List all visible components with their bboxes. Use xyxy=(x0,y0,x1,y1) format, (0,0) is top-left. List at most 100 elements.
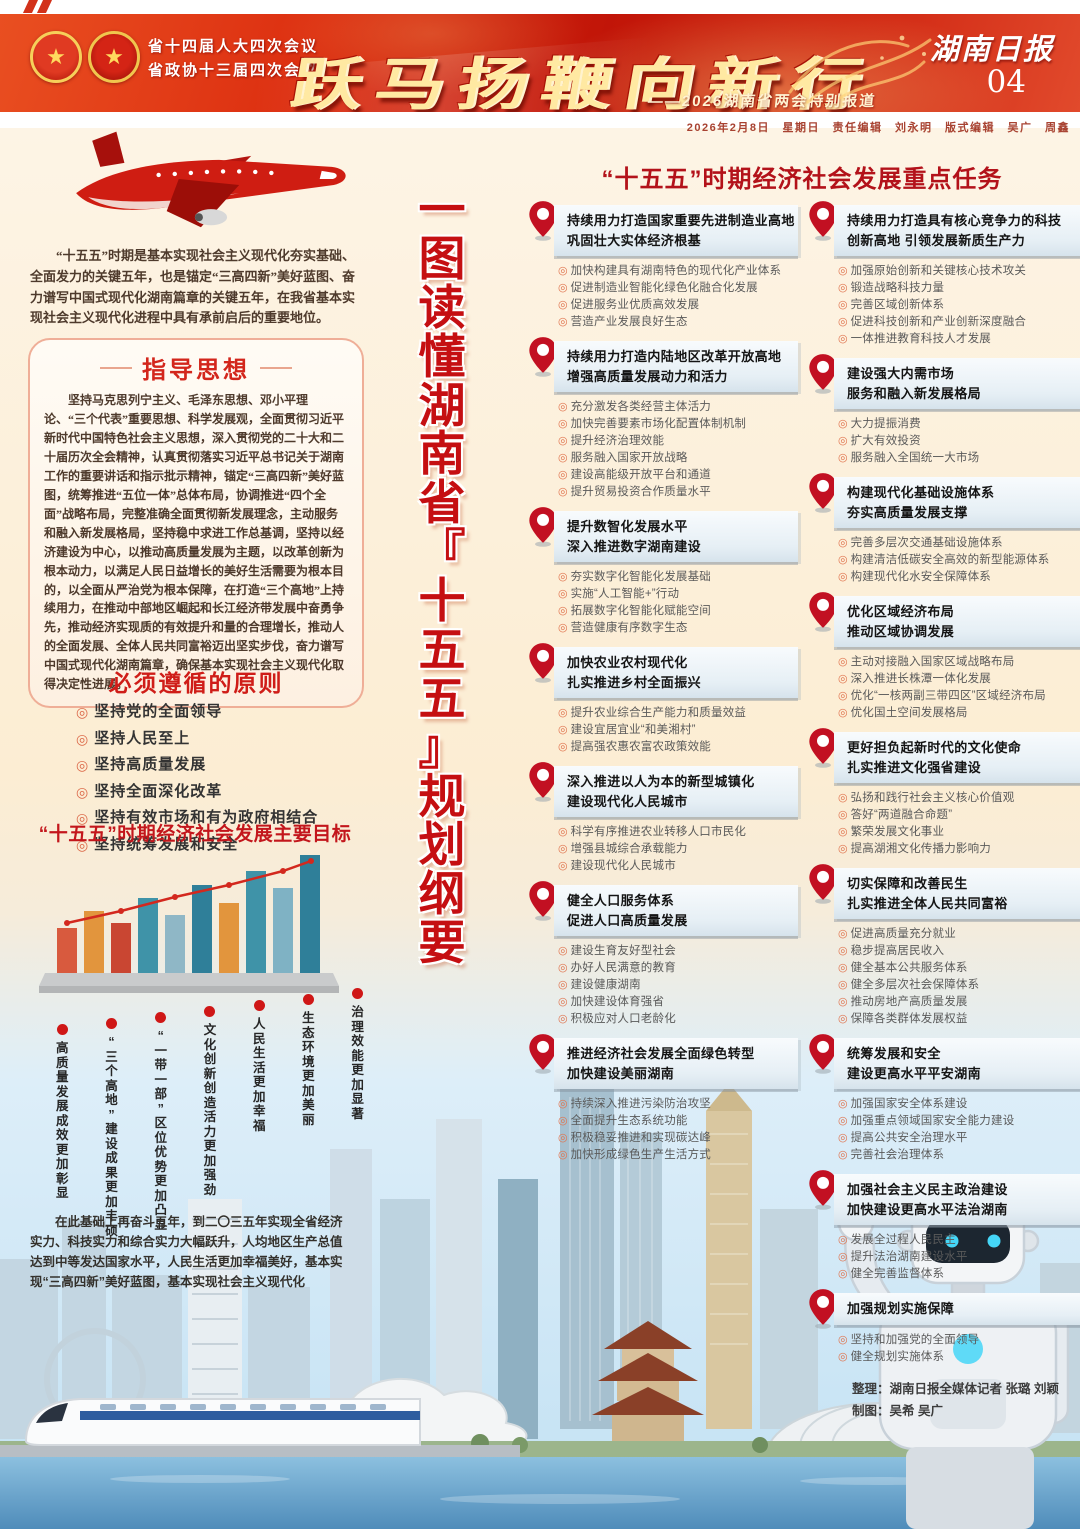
task-title-line: 加快建设美丽湖南 xyxy=(567,1065,675,1081)
cppcc-emblem-icon: ★ xyxy=(88,31,140,83)
task-card-title: 更好担负起新时代的文化使命 扎实推进文化强省建设 xyxy=(834,732,1080,783)
task-bullet: ◎ 锻造战略科技力量 xyxy=(838,280,1080,297)
ring-bullet-icon: ◎ xyxy=(838,418,848,430)
task-title-line: 持续用力打造内陆地区改革开放高地 xyxy=(567,349,782,364)
task-bullet: ◎ 构建清洁低碳安全高效的新型能源体系 xyxy=(838,552,1080,569)
task-bullet-label: 持续深入推进污染防治攻坚 xyxy=(570,1098,712,1110)
task-bullet: ◎ 保障各类群体发展权益 xyxy=(838,1011,1080,1028)
location-pin-icon xyxy=(808,727,838,768)
task-card-title: 推进经济社会发展全面绿色转型 加快建设美丽湖南 xyxy=(554,1038,798,1089)
task-bullet-label: 充分激发各类经营主体活力 xyxy=(570,401,712,413)
task-bullet-label: 夯实数字化智能化发展基础 xyxy=(570,571,712,583)
task-bullet: ◎ 服务融入全国统一大市场 xyxy=(838,450,1080,467)
task-bullet: ◎ 促进科技创新和产业创新深度融合 xyxy=(838,314,1080,331)
task-bullet: ◎ 提升经济治理效能 xyxy=(558,433,798,450)
task-bullet-label: 大力提振消费 xyxy=(850,418,921,430)
task-title-line: 促进人口高质量发展 xyxy=(567,912,688,928)
goal-item: 高质量发展成效更加彰显 xyxy=(56,1024,69,1238)
location-pin-icon xyxy=(528,200,558,241)
task-bullet-list: ◎ 加快构建具有湖南特色的现代化产业体系 ◎ 促进制造业智能化绿色化融合化发展 ◎ 促进服… xyxy=(558,263,798,331)
task-bullet: ◎ 建设高能级开放平台和通道 xyxy=(558,467,798,484)
task-bullet: ◎ 加快完善要素市场化配置体制机制 xyxy=(558,416,798,433)
guiding-thought-body: 坚持马克思列宁主义、毛泽东思想、邓小平理论、“三个代表”重要思想、科学发展观，全… xyxy=(44,393,345,692)
credits-line-1: 整理：湖南日报全媒体记者 张璐 刘颖 xyxy=(852,1381,1059,1396)
ring-bullet-icon: ◎ xyxy=(838,1115,848,1127)
task-bullet-label: 优化“一核两副三带四区”区域经济布局 xyxy=(850,690,1046,702)
task-bullet-label: 促进高质量充分就业 xyxy=(850,928,956,940)
task-bullet-label: 积极应对人口老龄化 xyxy=(570,1013,676,1025)
ring-bullet-icon: ◎ xyxy=(558,826,568,838)
task-title-line: 加强规划实施保障 xyxy=(847,1301,955,1316)
ring-bullet-icon: ◎ xyxy=(838,554,848,566)
task-card: 建设强大内需市场 服务和融入新发展格局 ◎ 大力提振消费 ◎ 扩大有效投资 ◎ 服务融入全国统… xyxy=(809,354,1080,467)
task-bullet-label: 加强原始创新和关键核心技术攻关 xyxy=(850,265,1027,277)
ring-bullet-icon: ◎ xyxy=(838,1234,848,1246)
principle-label: 坚持党的全面领导 xyxy=(94,703,223,720)
task-bullet: ◎ 健全基本公共服务体系 xyxy=(838,960,1080,977)
tasks-cards-right: 持续用力打造具有核心竞争力的科技 创新高地 引领发展新质生产力 ◎ 加强原始创新和关键… xyxy=(809,201,1080,1366)
task-bullet: ◎ 发展全过程人民民主 xyxy=(838,1232,1080,1249)
task-card-title: 持续用力打造具有核心竞争力的科技 创新高地 引领发展新质生产力 xyxy=(834,205,1080,256)
ring-bullet-icon: ◎ xyxy=(76,704,89,720)
task-bullet: ◎ 加快建设体育强省 xyxy=(558,994,798,1011)
task-card-title: 构建现代化基础设施体系 夯实高质量发展支撑 xyxy=(834,477,1080,528)
meeting-line-1: 省十四届人大四次会议 xyxy=(148,38,319,55)
task-bullet: ◎ 提高强农惠农富农政策效能 xyxy=(558,739,798,756)
task-bullet-label: 提升农业综合生产能力和质量效益 xyxy=(570,707,747,719)
ring-bullet-icon: ◎ xyxy=(838,435,848,447)
task-bullet-label: 一体推进教育科技人才发展 xyxy=(850,333,992,345)
location-pin-icon xyxy=(528,880,558,921)
national-emblem-icon: ★ xyxy=(30,31,82,83)
task-bullet-label: 深入推进长株潭一体化发展 xyxy=(850,673,992,685)
task-bullet-list: ◎ 主动对接融入国家区域战略布局 ◎ 深入推进长株潭一体化发展 ◎ 优化“一核两副三带四区… xyxy=(838,654,1080,722)
ring-bullet-icon: ◎ xyxy=(838,656,848,668)
outlook-paragraph: 在此基础上再奋斗五年，到二〇三五年实现全省经济实力、科技实力和综合实力大幅跃升，… xyxy=(30,1215,343,1289)
task-bullet-list: ◎ 持续深入推进污染防治攻坚 ◎ 全面提升生态系统功能 ◎ 积极稳妥推进和实现碳达峰 ◎ 加快… xyxy=(558,1096,798,1164)
task-bullet: ◎ 稳步提高居民收入 xyxy=(838,943,1080,960)
task-bullet: ◎ 健全完善监督体系 xyxy=(838,1266,1080,1283)
task-bullet-label: 提升法治湖南建设水平 xyxy=(850,1251,968,1263)
task-bullet-list: ◎ 加强原始创新和关键核心技术攻关 ◎ 锻造战略科技力量 ◎ 完善区域创新体系 ◎ 促进科技创… xyxy=(838,263,1080,348)
task-card-title: 建设强大内需市场 服务和融入新发展格局 xyxy=(834,358,1080,409)
task-card-title: 加快农业农村现代化 扎实推进乡村全面振兴 xyxy=(554,647,798,698)
task-title-line: 扎实推进乡村全面振兴 xyxy=(567,674,702,690)
ring-bullet-icon: ◎ xyxy=(558,843,568,855)
task-card: 切实保障和改善民生 扎实推进全体人民共同富裕 ◎ 促进高质量充分就业 ◎ 稳步提高居民收入… xyxy=(809,864,1080,1028)
principle-item: ◎ 坚持党的全面领导 xyxy=(76,699,318,726)
task-card: 深入推进以人为本的新型城镇化 建设现代化人民城市 ◎ 科学有序推进农业转移人口市民化 ◎… xyxy=(529,762,798,875)
task-bullet-label: 加强重点领域国家安全能力建设 xyxy=(850,1115,1015,1127)
task-bullet-list: ◎ 夯实数字化智能化发展基础 ◎ 实施“人工智能+”行动 ◎ 拓展数字化智能化赋能空间 ◎ 营… xyxy=(558,569,798,637)
location-pin-icon xyxy=(808,1033,838,1074)
task-bullet-label: 锻造战略科技力量 xyxy=(850,282,945,294)
location-pin-icon xyxy=(808,591,838,632)
ring-bullet-icon: ◎ xyxy=(838,452,848,464)
airplane-illustration xyxy=(76,131,346,228)
ring-bullet-icon: ◎ xyxy=(558,605,568,617)
task-bullet-list: ◎ 弘扬和践行社会主义核心价值观 ◎ 答好“两道融合命题” ◎ 繁荣发展文化事业 ◎ 提高湖湘… xyxy=(838,790,1080,858)
principle-label: 坚持统筹发展和安全 xyxy=(94,835,239,853)
ring-bullet-icon: ◎ xyxy=(838,1251,848,1263)
task-card-title: 加强规划实施保障 xyxy=(834,1293,1080,1325)
location-pin-icon xyxy=(528,642,558,683)
task-bullet-label: 建设高能级开放平台和通道 xyxy=(570,469,712,481)
task-bullet-label: 建设宜居宜业“和美湘村” xyxy=(570,724,696,736)
ring-bullet-icon: ◎ xyxy=(558,571,568,583)
ring-bullet-icon: ◎ xyxy=(838,1098,848,1110)
goal-item: “一带一部” 区位优势更加凸显 xyxy=(154,1012,167,1238)
task-title-line: 提升数智化发展水平 xyxy=(567,519,688,534)
task-bullet-label: 拓展数字化智能化赋能空间 xyxy=(570,605,712,617)
ring-bullet-icon: ◎ xyxy=(558,1115,568,1127)
task-bullet: ◎ 一体推进教育科技人才发展 xyxy=(838,331,1080,348)
task-bullet-label: 服务融入全国统一大市场 xyxy=(850,452,980,464)
masthead-banner: ★ ★ 省十四届人大四次会议 省政协十三届四次会议 跃马扬鞭向新行 ——2026… xyxy=(0,14,1080,112)
ring-bullet-icon: ◎ xyxy=(838,299,848,311)
ring-bullet-icon: ◎ xyxy=(558,418,568,430)
ring-bullet-icon: ◎ xyxy=(838,571,848,583)
golden-horse-illustration xyxy=(788,35,932,104)
goal-label: “三个高地” 建设成果更加丰硕 xyxy=(105,1035,118,1238)
task-card-title: 持续用力打造内陆地区改革开放高地 增强高质量发展动力和活力 xyxy=(554,341,798,392)
task-bullet-label: 优化国土空间发展格局 xyxy=(850,707,968,719)
principle-item: ◎ 坚持高质量发展 xyxy=(76,752,318,779)
task-title-line: 统筹发展和安全 xyxy=(847,1046,941,1061)
task-title-line: 切实保障和改善民生 xyxy=(847,876,968,891)
